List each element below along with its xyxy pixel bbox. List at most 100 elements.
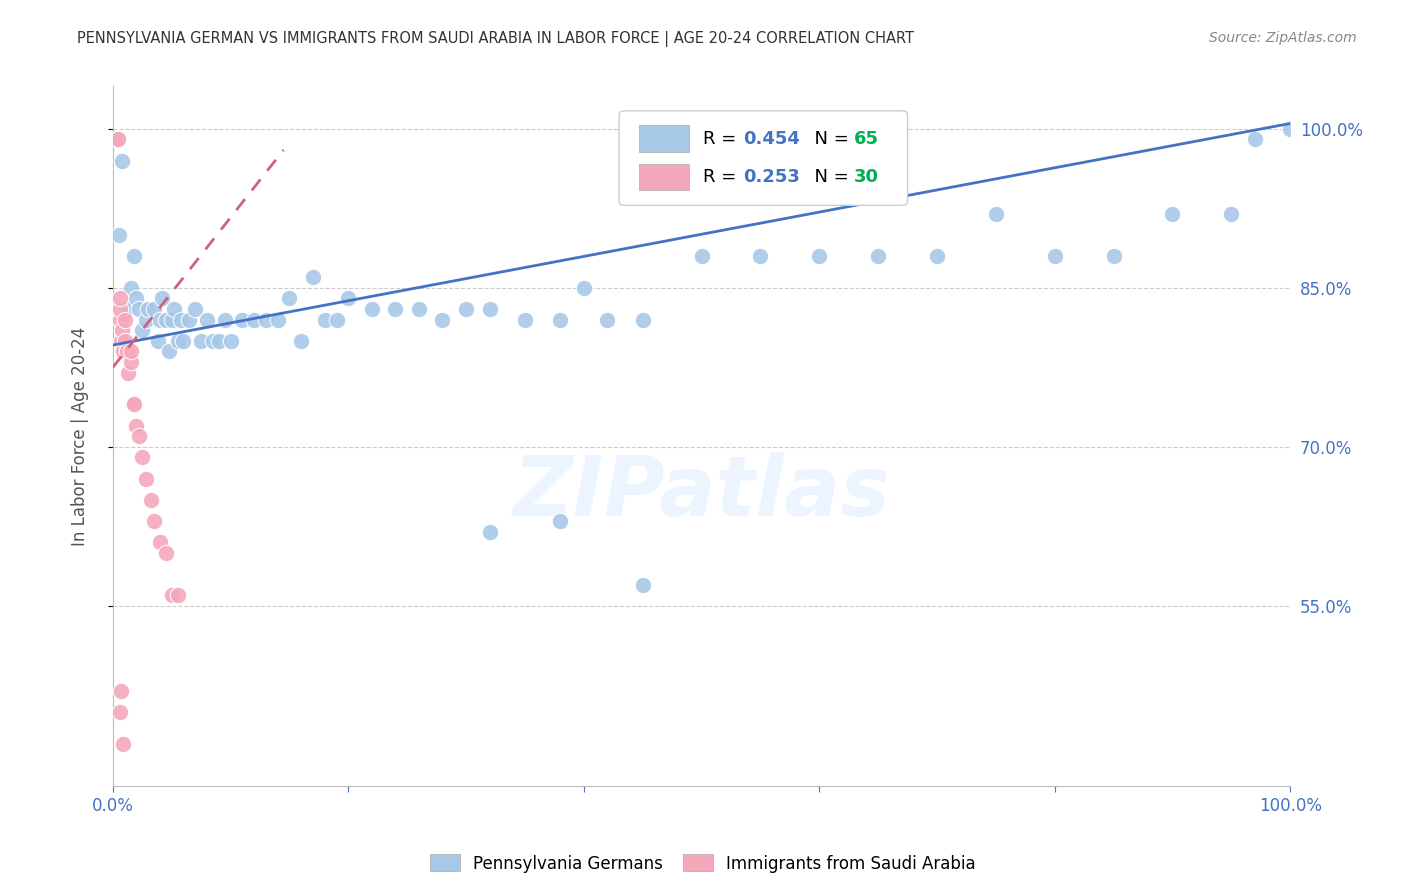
Point	[128, 301, 150, 316]
Point	[690, 249, 713, 263]
Point	[596, 312, 619, 326]
Point	[149, 312, 172, 326]
Point	[432, 312, 454, 326]
Point	[128, 429, 150, 443]
Y-axis label: In Labor Force | Age 20-24: In Labor Force | Age 20-24	[72, 326, 89, 546]
Point	[125, 292, 148, 306]
Point	[146, 334, 169, 348]
Point	[135, 312, 157, 326]
Point	[107, 132, 129, 146]
Point	[548, 312, 571, 326]
Point	[243, 312, 266, 326]
Point	[150, 292, 173, 306]
Point	[120, 344, 142, 359]
Point	[107, 227, 129, 242]
Point	[143, 514, 166, 528]
Point	[107, 132, 129, 146]
Point	[290, 334, 312, 348]
Point	[131, 450, 153, 465]
Point	[120, 281, 142, 295]
Point	[219, 334, 242, 348]
Point	[179, 312, 201, 326]
Point	[808, 249, 831, 263]
Point	[122, 397, 145, 411]
FancyBboxPatch shape	[640, 164, 689, 191]
Point	[214, 312, 236, 326]
Text: PENNSYLVANIA GERMAN VS IMMIGRANTS FROM SAUDI ARABIA IN LABOR FORCE | AGE 20-24 C: PENNSYLVANIA GERMAN VS IMMIGRANTS FROM S…	[77, 31, 914, 47]
Point	[131, 323, 153, 337]
Point	[314, 312, 336, 326]
Point	[325, 312, 347, 326]
Point	[114, 312, 136, 326]
Point	[1243, 132, 1265, 146]
Point	[984, 206, 1007, 220]
Text: Source: ZipAtlas.com: Source: ZipAtlas.com	[1209, 31, 1357, 45]
Point	[149, 535, 172, 549]
Point	[125, 418, 148, 433]
FancyBboxPatch shape	[619, 111, 907, 205]
Point	[1102, 249, 1125, 263]
Point	[114, 334, 136, 348]
Point	[1043, 249, 1066, 263]
Point	[157, 344, 180, 359]
Point	[163, 301, 186, 316]
Text: R =: R =	[703, 129, 742, 148]
Point	[115, 301, 138, 316]
Point	[1279, 121, 1302, 136]
Point	[135, 472, 157, 486]
Text: 65: 65	[853, 129, 879, 148]
Point	[166, 588, 188, 602]
FancyBboxPatch shape	[640, 126, 689, 152]
Point	[513, 312, 536, 326]
Point	[166, 334, 188, 348]
Point	[173, 334, 195, 348]
Point	[184, 301, 207, 316]
Point	[925, 249, 948, 263]
Point	[110, 334, 132, 348]
Point	[360, 301, 382, 316]
Point	[454, 301, 477, 316]
Point	[122, 249, 145, 263]
Text: 0.454: 0.454	[742, 129, 800, 148]
Point	[548, 514, 571, 528]
Point	[208, 334, 231, 348]
Point	[1161, 206, 1184, 220]
Text: N =: N =	[803, 129, 855, 148]
Point	[143, 301, 166, 316]
Point	[112, 737, 135, 751]
Point	[195, 312, 218, 326]
Point	[155, 312, 177, 326]
Text: ZIPatlas: ZIPatlas	[513, 451, 890, 533]
Text: N =: N =	[803, 169, 855, 186]
Point	[120, 355, 142, 369]
Point	[115, 344, 138, 359]
Point	[278, 292, 301, 306]
Point	[384, 301, 406, 316]
Text: 0.253: 0.253	[742, 169, 800, 186]
Point	[868, 249, 890, 263]
Point	[631, 577, 654, 591]
Point	[572, 281, 595, 295]
Point	[110, 683, 132, 698]
Point	[155, 546, 177, 560]
Text: R =: R =	[703, 169, 742, 186]
Point	[478, 524, 501, 539]
Point	[121, 397, 143, 411]
Point	[108, 705, 131, 719]
Point	[478, 301, 501, 316]
Point	[190, 334, 212, 348]
Point	[112, 344, 135, 359]
Point	[117, 366, 139, 380]
Point	[1220, 206, 1243, 220]
Point	[108, 292, 131, 306]
Point	[170, 312, 193, 326]
Legend: Pennsylvania Germans, Immigrants from Saudi Arabia: Pennsylvania Germans, Immigrants from Sa…	[423, 847, 983, 880]
Point	[266, 312, 288, 326]
Point	[111, 323, 134, 337]
Point	[139, 492, 162, 507]
Point	[749, 249, 772, 263]
Point	[107, 132, 129, 146]
Point	[408, 301, 430, 316]
Point	[111, 153, 134, 168]
Point	[631, 312, 654, 326]
